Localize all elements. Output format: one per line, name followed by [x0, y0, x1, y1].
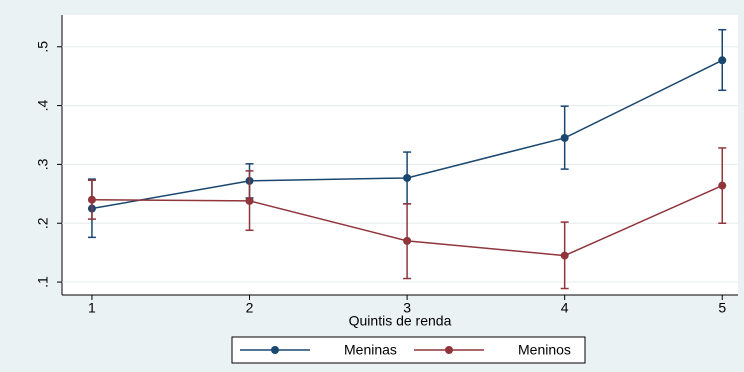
legend-marker — [271, 346, 279, 354]
y-tick-label: .2 — [35, 217, 51, 229]
point — [560, 251, 569, 260]
point — [403, 236, 412, 245]
plot-area — [62, 15, 738, 295]
y-tick-label: .3 — [35, 158, 51, 170]
point — [87, 195, 96, 204]
legend-label: Meninas — [344, 342, 397, 358]
x-tick-label: 1 — [88, 300, 96, 316]
point — [718, 181, 727, 190]
y-tick-label: .5 — [35, 41, 51, 53]
point — [245, 196, 254, 205]
x-axis-label: Quintis de renda — [349, 313, 452, 329]
legend-marker — [445, 346, 453, 354]
x-tick-label: 3 — [403, 300, 411, 316]
x-tick-label: 2 — [246, 300, 254, 316]
x-tick-label: 4 — [561, 300, 569, 316]
point — [560, 133, 569, 142]
y-tick-label: .1 — [35, 276, 51, 288]
point — [718, 56, 727, 65]
x-tick-label: 5 — [718, 300, 726, 316]
y-tick-label: .4 — [35, 100, 51, 112]
legend-label: Meninos — [518, 342, 571, 358]
point — [403, 173, 412, 182]
